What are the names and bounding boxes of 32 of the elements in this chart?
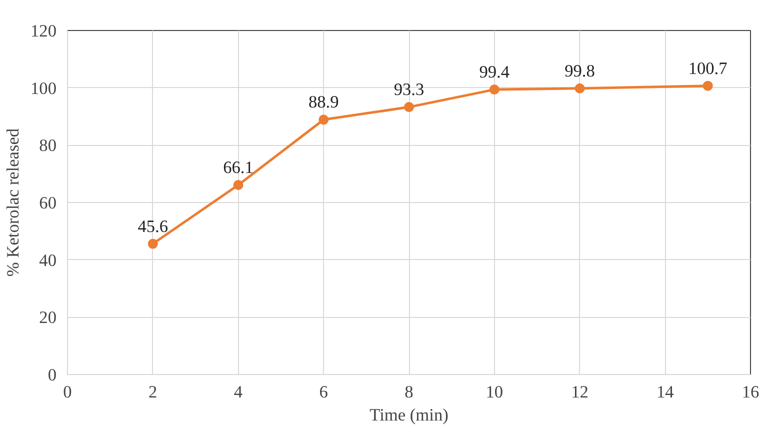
point: [148, 238, 158, 249]
data-label: 99.8: [564, 61, 595, 80]
data-label: 99.4: [479, 62, 510, 82]
y-axis-title: % Ketorolac released: [4, 128, 23, 277]
x-tick-label: 2: [148, 382, 158, 402]
data-label: 88.9: [308, 92, 339, 112]
y-tick-label: 60: [39, 194, 56, 212]
y-tick-label: 80: [39, 136, 56, 156]
point: [702, 80, 713, 91]
y-tick-label: 40: [39, 250, 56, 270]
data-label: 66.1: [223, 158, 254, 178]
y-tick-label: 20: [39, 308, 56, 328]
y-tick-label: 0: [48, 366, 57, 384]
x-axis-title: Time (min): [370, 406, 449, 424]
point: [574, 83, 585, 94]
x-tick-label: 14: [656, 382, 674, 402]
point: [404, 102, 414, 112]
data-label: 93.3: [394, 80, 424, 100]
data-label: 45.6: [138, 216, 168, 236]
point: [233, 180, 244, 190]
x-tick-label: 6: [319, 382, 328, 402]
y-tick-label: 120: [30, 22, 57, 40]
x-tick-label: 10: [486, 382, 504, 402]
data-label: 100.7: [688, 58, 728, 78]
x-tick-label: 4: [234, 382, 243, 402]
x-tick-label: 12: [571, 382, 588, 402]
x-tick-label: 0: [63, 382, 72, 402]
x-tick-label: 16: [742, 382, 760, 402]
y-tick-label: 100: [30, 78, 57, 98]
x-tick-label: 8: [404, 382, 414, 402]
point: [489, 84, 500, 95]
point: [318, 114, 329, 125]
